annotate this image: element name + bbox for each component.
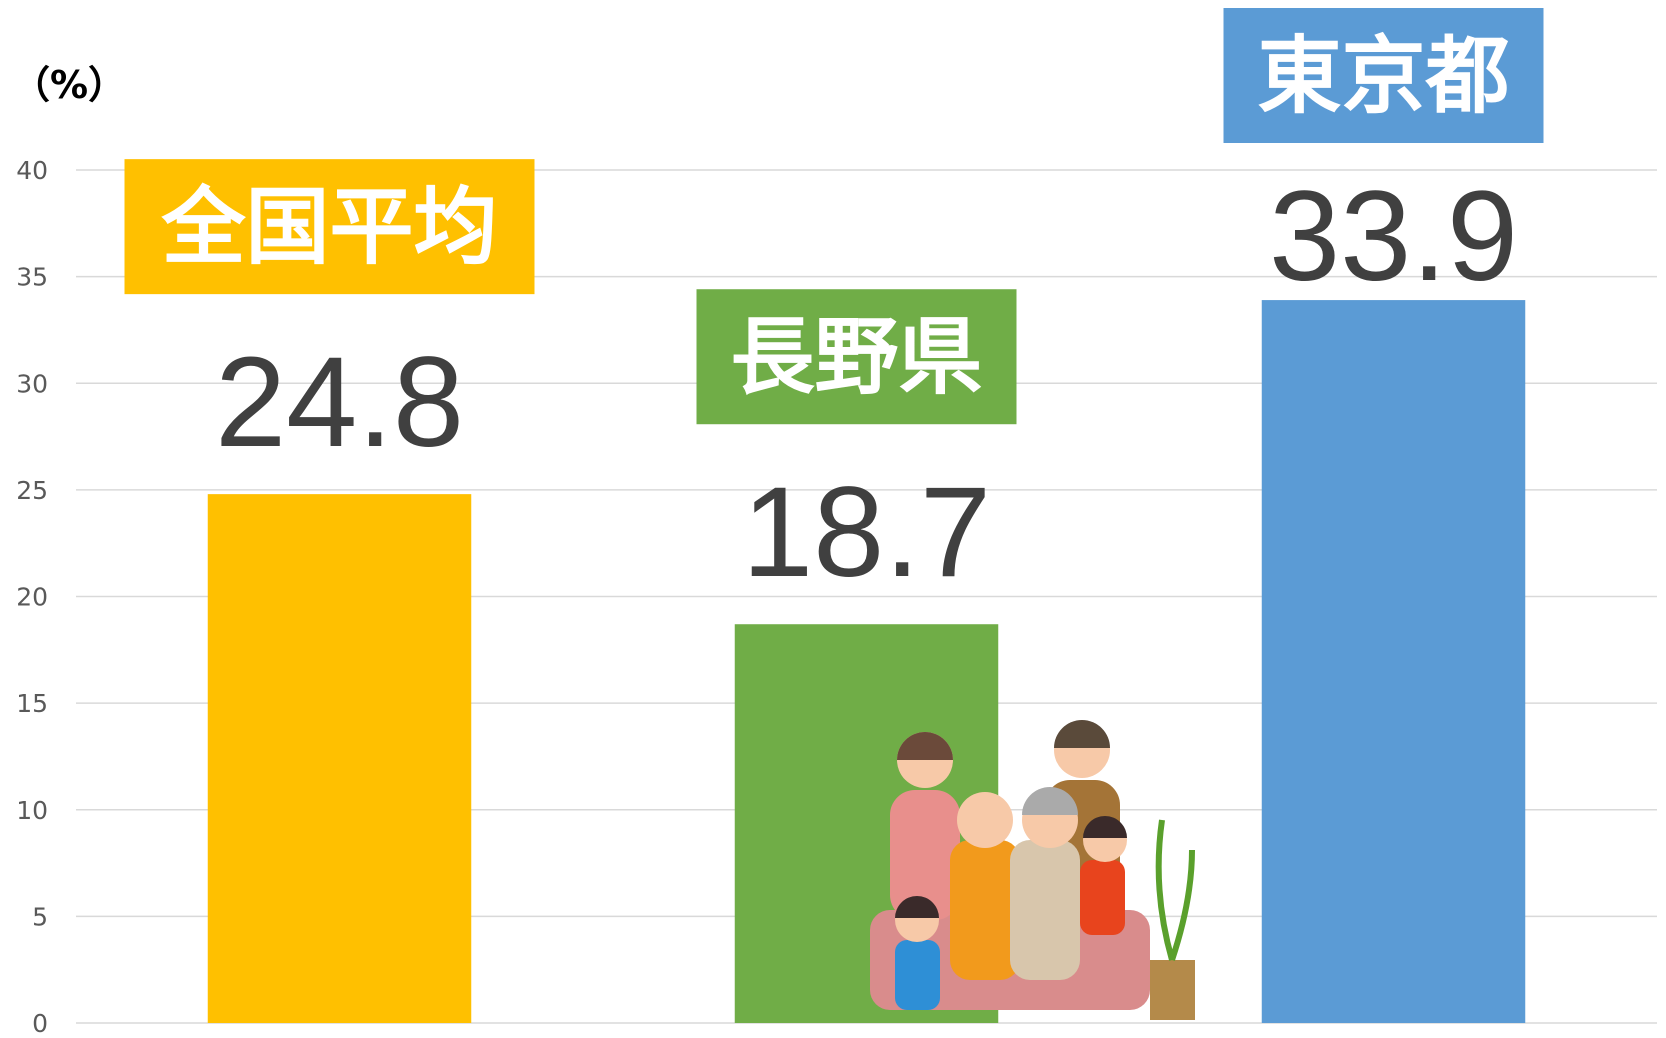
category-label: 全国平均 [160, 178, 497, 276]
y-tick-label: 20 [16, 583, 48, 612]
y-axis-label: （%） [12, 63, 126, 107]
y-tick-label: 15 [16, 689, 48, 718]
category-label: 長野県 [730, 308, 982, 406]
y-tick-label: 10 [16, 796, 48, 825]
value-label: 18.7 [742, 461, 991, 604]
category-box [1223, 8, 1544, 143]
y-tick-label: 40 [16, 156, 48, 185]
y-tick-label: 35 [16, 263, 48, 292]
value-label: 33.9 [1269, 165, 1518, 308]
category-box [124, 159, 535, 295]
y-tick-label: 25 [16, 476, 48, 505]
bar [207, 494, 472, 1023]
y-tick-label: 0 [32, 1009, 48, 1038]
illustration [870, 720, 1195, 1020]
y-tick-label: 5 [32, 902, 48, 931]
bar [1261, 300, 1526, 1023]
y-tick-label: 30 [16, 369, 48, 398]
value-label: 24.8 [215, 331, 464, 474]
category-box [696, 289, 1017, 425]
category-label: 東京都 [1257, 27, 1509, 125]
